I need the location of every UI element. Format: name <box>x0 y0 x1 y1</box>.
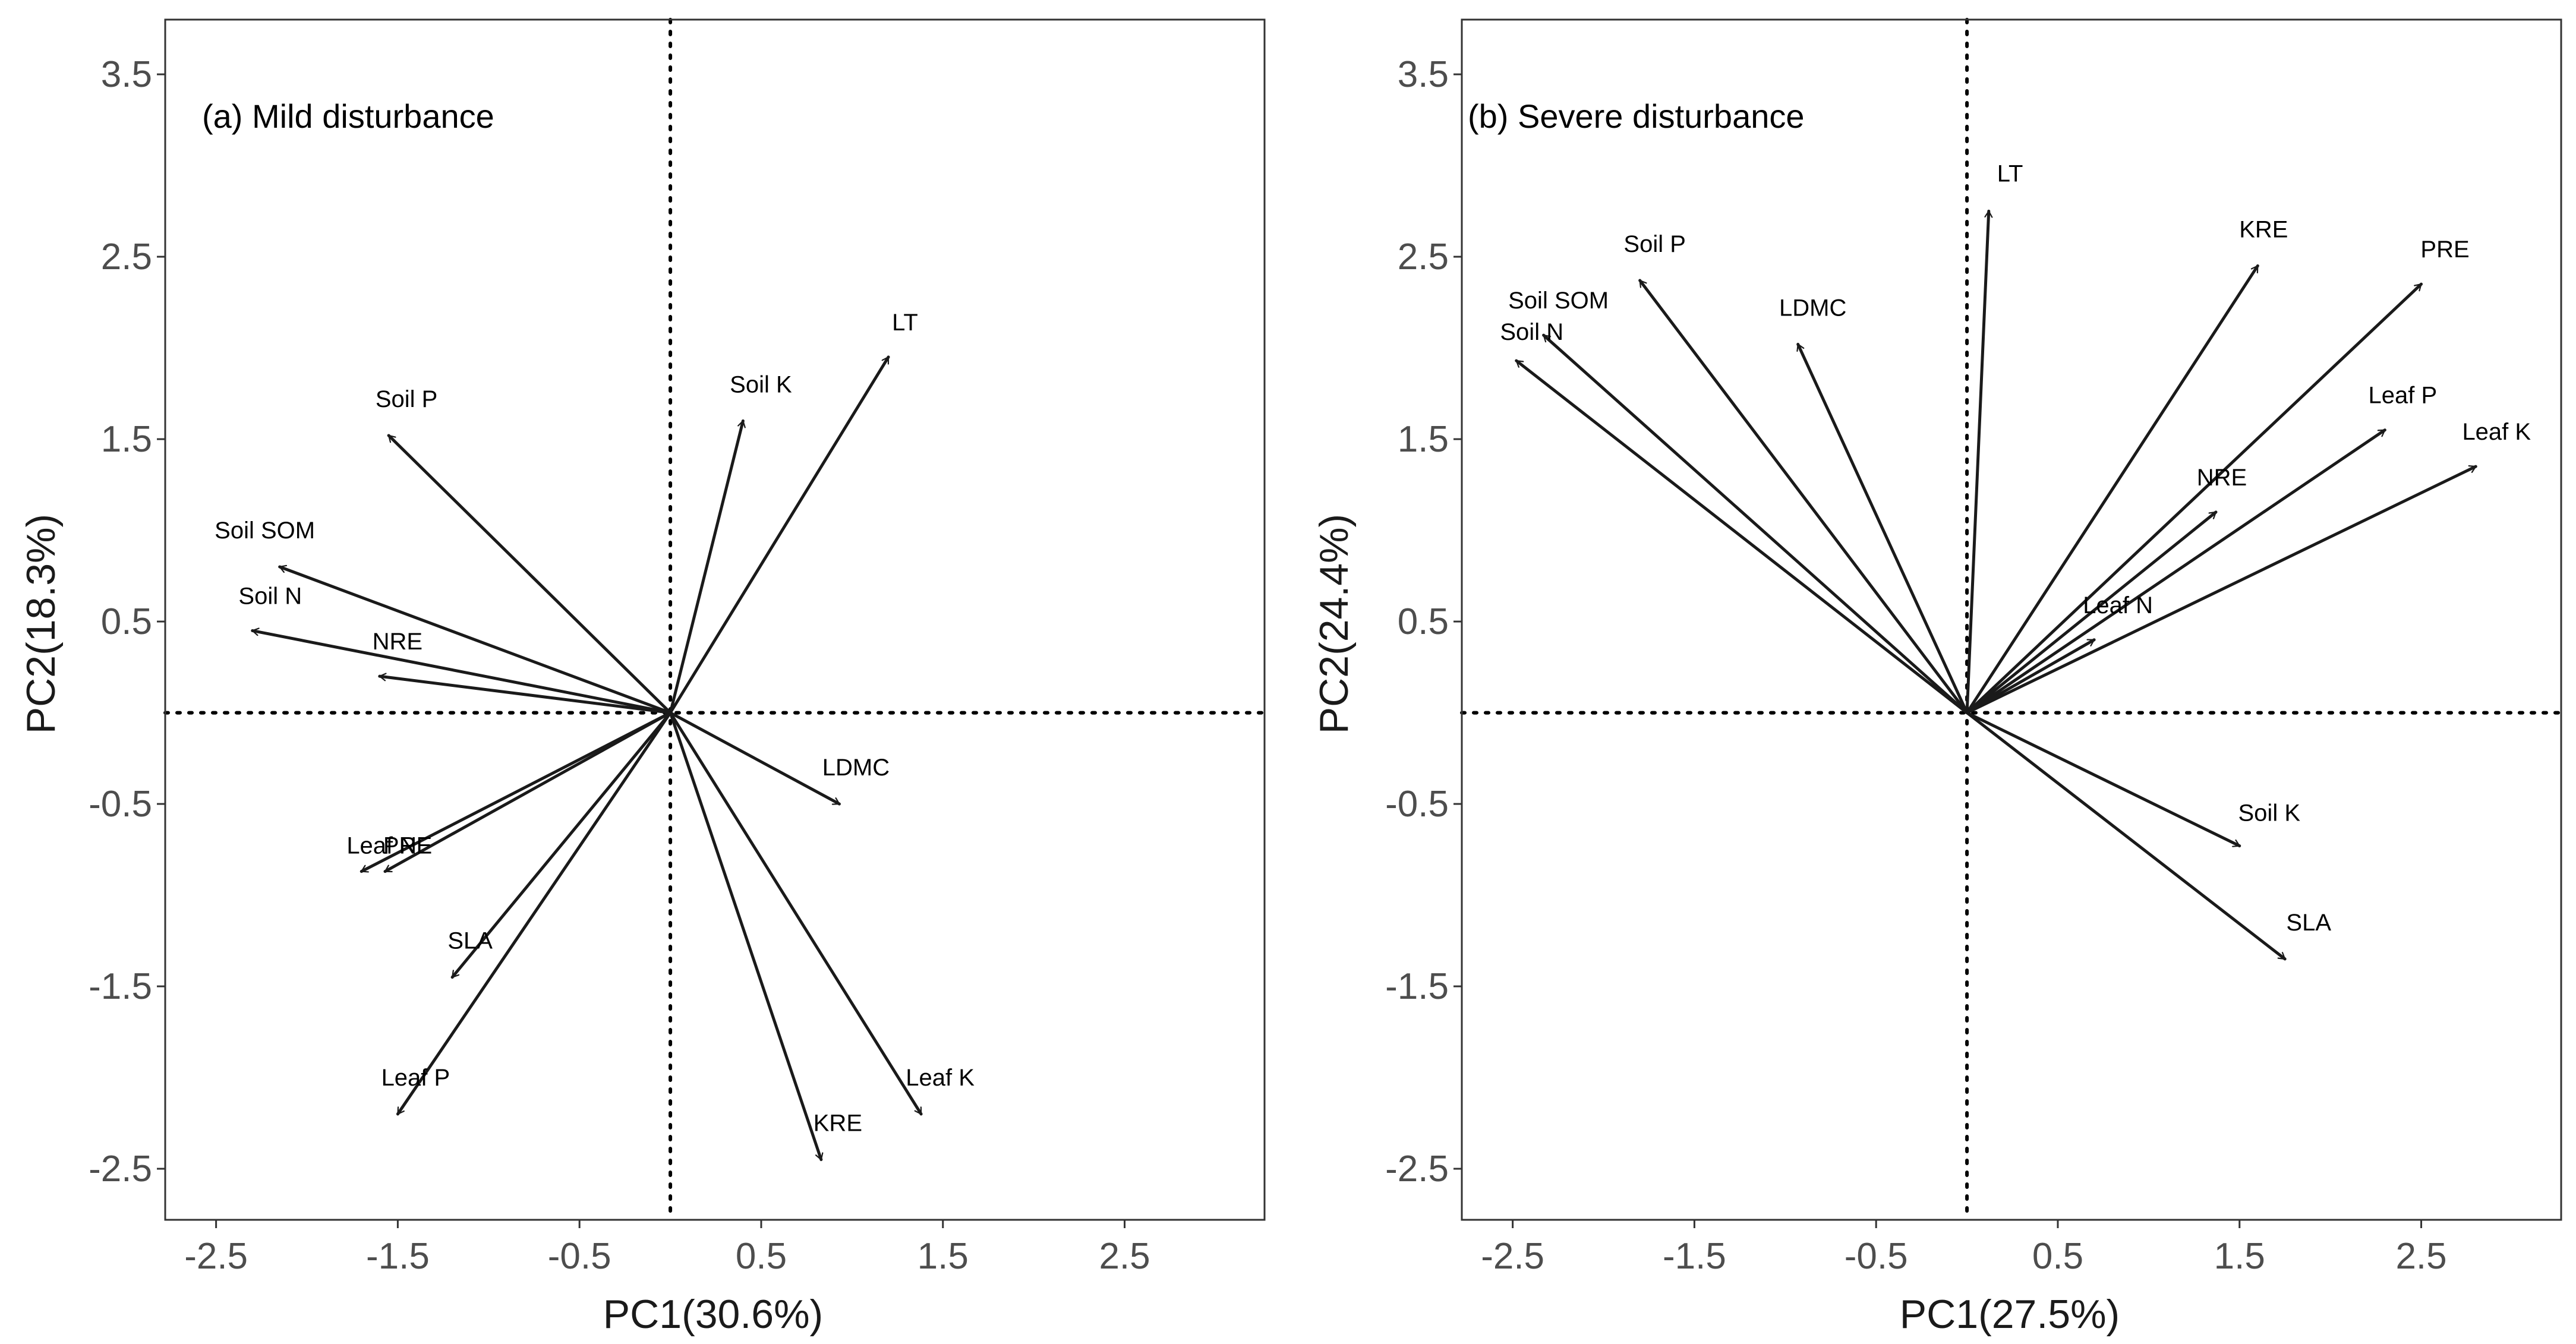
vector-label-ldmc: LDMC <box>822 755 890 781</box>
panel-b-title: (b) Severe disturbance <box>1468 97 1805 135</box>
panel-b-vectors: LT KRE PRE Soil P Soil SOM LDMC Soil N Leaf P Le… <box>1500 160 2531 961</box>
vector-label-sla: SLA <box>447 928 493 954</box>
panel-b-y-ticks: -2.5 -1.5 -0.5 0.5 1.5 2.5 3.5 <box>1385 54 1462 1190</box>
vector-arrow-leaf-p <box>1965 428 2386 715</box>
vector-label-soil-p: Soil P <box>376 386 438 412</box>
vector-label-sla: SLA <box>2286 910 2331 936</box>
panel-a-ref-lines <box>163 18 1266 1222</box>
vector-arrow-soil-n <box>1515 359 1969 715</box>
y-tick-label: 3.5 <box>1398 54 1449 95</box>
y-tick-label: 1.5 <box>101 419 152 460</box>
vector-arrow-kre <box>669 711 821 1162</box>
panel-b-x-axis-title: PC1(27.5%) <box>1900 1292 2120 1337</box>
vector-label-leaf-k: Leaf K <box>2462 419 2531 445</box>
vector-arrow-soil-som <box>1542 333 1969 715</box>
y-tick-label: -2.5 <box>1385 1149 1449 1190</box>
vector-arrow-ldmc <box>669 711 841 806</box>
x-tick-label: -0.5 <box>548 1236 611 1277</box>
vector-label-soil-n: Soil N <box>238 583 302 609</box>
vector-label-soil-k: Soil K <box>2238 800 2301 826</box>
vector-label-kre: KRE <box>814 1110 862 1137</box>
x-tick-label: 1.5 <box>917 1236 969 1277</box>
panel-mild-disturbance: (a) Mild disturbance -2.5 -1.5 -0.5 0.5 1.5 2… <box>18 18 1266 1337</box>
y-tick-label: -1.5 <box>89 966 152 1007</box>
vector-arrow-lt <box>1965 209 1989 715</box>
x-tick-label: 0.5 <box>736 1236 787 1277</box>
vector-label-ldmc: LDMC <box>1779 295 1846 321</box>
x-tick-label: 2.5 <box>2395 1236 2446 1277</box>
x-tick-label: 1.5 <box>2214 1236 2265 1277</box>
vector-arrow-soil-som <box>278 567 672 715</box>
x-tick-label: -0.5 <box>1844 1236 1908 1277</box>
panel-a-title: (a) Mild disturbance <box>202 97 494 135</box>
vector-label-soil-som: Soil SOM <box>1508 288 1609 314</box>
panel-a-x-axis-title: PC1(30.6%) <box>603 1292 823 1337</box>
panel-b-frame <box>1461 18 2562 1221</box>
x-tick-label: -1.5 <box>366 1236 430 1277</box>
vector-label-soil-n: Soil N <box>1500 319 1563 345</box>
panel-a-y-axis-title: PC2(18.3%) <box>18 514 64 734</box>
vector-arrow-soil-n <box>251 630 672 715</box>
vector-arrow-soil-k <box>669 419 743 715</box>
vector-arrow-pre <box>383 711 672 873</box>
vector-label-leaf-k: Leaf K <box>906 1065 975 1091</box>
vector-arrow-leaf-n <box>1965 638 2096 715</box>
y-tick-label: -2.5 <box>89 1149 152 1190</box>
vector-label-soil-k: Soil K <box>730 371 792 397</box>
x-tick-label: 2.5 <box>1099 1236 1150 1277</box>
x-tick-label: -2.5 <box>1481 1236 1544 1277</box>
vector-arrow-sla <box>1965 711 2287 961</box>
vector-arrow-soil-k <box>1965 711 2241 848</box>
panel-a-y-ticks: -2.5 -1.5 -0.5 0.5 1.5 2.5 3.5 <box>89 54 165 1190</box>
vector-arrow-ldmc <box>1796 342 1969 715</box>
vector-label-pre: PRE <box>2420 236 2469 263</box>
y-tick-label: -0.5 <box>1385 784 1449 825</box>
vector-label-leaf-n: Leaf N <box>2083 592 2153 619</box>
vector-arrow-soil-p <box>1638 279 1969 715</box>
vector-label-nre: NRE <box>373 629 422 655</box>
x-tick-label: 0.5 <box>2032 1236 2083 1277</box>
vector-label-soil-som: Soil SOM <box>215 518 315 544</box>
panel-b-y-axis-title: PC2(24.4%) <box>1311 514 1357 734</box>
y-tick-label: -0.5 <box>89 784 152 825</box>
vector-label-leaf-p: Leaf P <box>2369 383 2438 409</box>
vector-arrow-leaf-n <box>360 711 672 873</box>
vector-label-lt: LT <box>892 310 918 336</box>
y-tick-label: 0.5 <box>1398 601 1449 642</box>
y-tick-label: 3.5 <box>101 54 152 95</box>
vector-arrow-nre <box>378 676 672 715</box>
panel-a-x-ticks: -2.5 -1.5 -0.5 0.5 1.5 2.5 <box>184 1220 1150 1277</box>
vector-label-kre: KRE <box>2239 216 2288 242</box>
panel-b-x-ticks: -2.5 -1.5 -0.5 0.5 1.5 2.5 <box>1481 1220 2447 1277</box>
y-tick-label: 2.5 <box>1398 236 1449 277</box>
vector-arrow-nre <box>1965 510 2218 715</box>
y-tick-label: 1.5 <box>1398 419 1449 460</box>
vector-arrow-pre <box>1965 282 2423 715</box>
vector-label-leaf-n: Leaf N <box>346 833 417 859</box>
vector-label-pre: PRE <box>383 833 432 859</box>
vector-arrow-sla <box>450 711 672 979</box>
y-tick-label: -1.5 <box>1385 966 1449 1007</box>
vector-arrow-leaf-k <box>1965 465 2477 715</box>
vector-arrow-lt <box>669 355 890 715</box>
panel-a-frame <box>164 18 1266 1221</box>
x-tick-label: -2.5 <box>184 1236 248 1277</box>
panel-b-ref-lines <box>1460 18 2563 1222</box>
vector-label-nre: NRE <box>2197 465 2247 491</box>
x-tick-label: -1.5 <box>1663 1236 1726 1277</box>
vector-label-soil-p: Soil P <box>1623 231 1686 257</box>
vector-label-leaf-p: Leaf P <box>381 1065 450 1091</box>
vector-arrow-kre <box>1965 264 2259 715</box>
y-tick-label: 0.5 <box>101 601 152 642</box>
vector-arrow-leaf-k <box>669 711 923 1116</box>
vector-arrow-leaf-p <box>396 711 672 1116</box>
y-tick-label: 2.5 <box>101 236 152 277</box>
panel-severe-disturbance: (b) Severe disturbance -2.5 -1.5 -0.5 0.5 1.… <box>1311 18 2563 1337</box>
vector-arrow-soil-p <box>387 434 672 715</box>
panel-a-vectors: LT Soil K Soil P Soil SOM Soil N NRE LDMC Leaf … <box>215 310 975 1162</box>
vector-label-lt: LT <box>1997 160 2023 187</box>
